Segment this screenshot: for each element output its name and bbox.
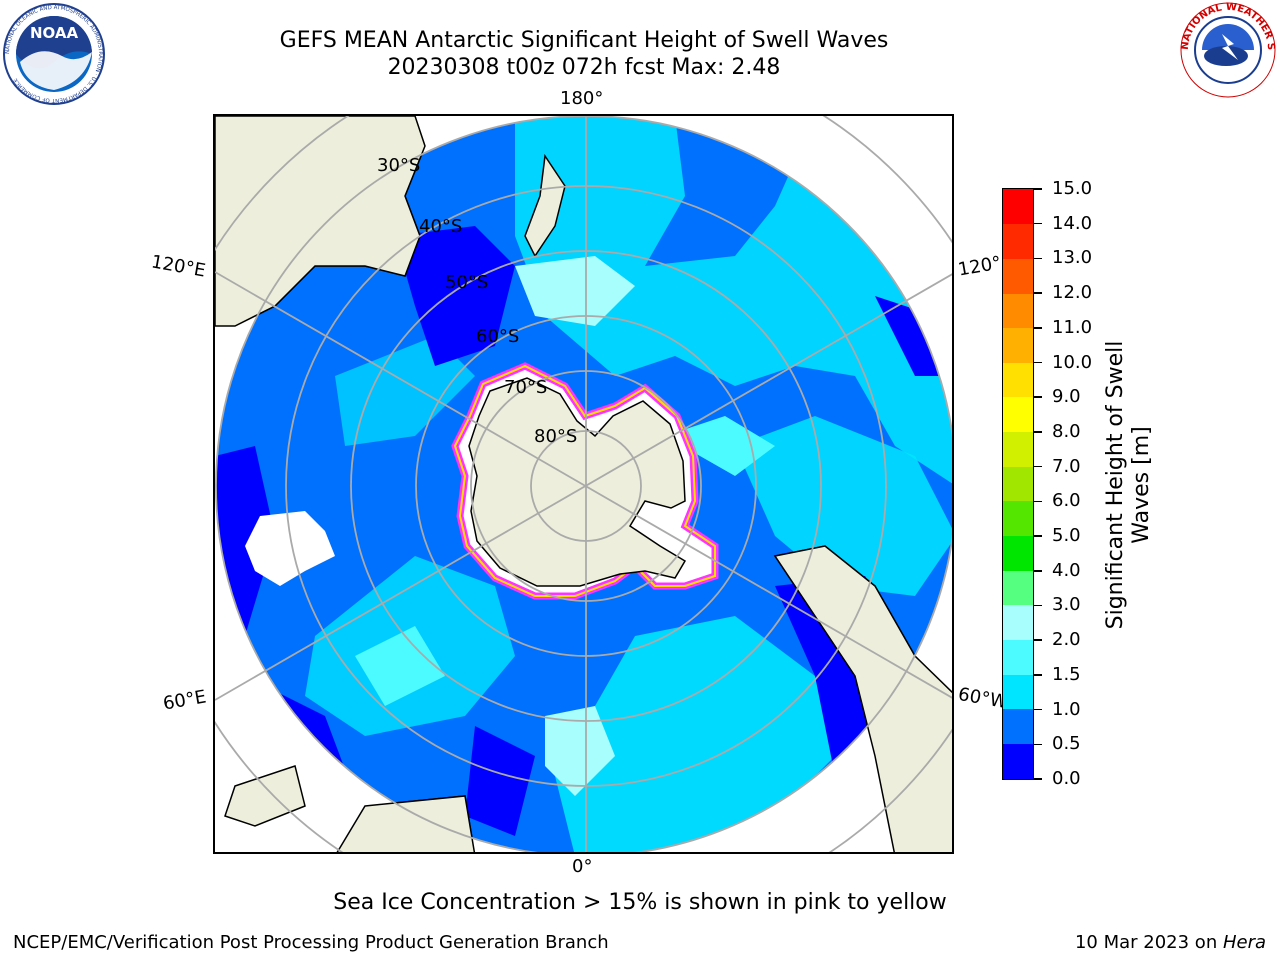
noaa-logo: NOAA NATIONAL OCEANIC AND ATMOSPHERIC AD… bbox=[3, 3, 105, 105]
colorbar-tick bbox=[1034, 535, 1042, 537]
lon-label-lower-left: 60°E bbox=[161, 686, 208, 715]
colorbar-segment bbox=[1003, 500, 1033, 537]
colorbar-tick bbox=[1034, 327, 1042, 329]
map-panel: 30°S 40°S 50°S 60°S 70°S 80°S bbox=[213, 114, 954, 854]
lon-label-upper-right: 120° bbox=[956, 252, 1003, 281]
latitude-labels: 30°S 40°S 50°S 60°S 70°S 80°S bbox=[377, 155, 577, 447]
colorbar-tick-label: 7.0 bbox=[1052, 455, 1081, 477]
credit-date-text: 10 Mar 2023 on bbox=[1074, 932, 1223, 953]
colorbar-tick-label: 2.0 bbox=[1052, 629, 1081, 651]
colorbar-tick-label: 4.0 bbox=[1052, 559, 1081, 581]
colorbar-tick bbox=[1034, 639, 1042, 641]
lat-label-40s: 40°S bbox=[419, 216, 462, 237]
colorbar-tick bbox=[1034, 570, 1042, 572]
graticule bbox=[215, 116, 952, 852]
colorbar-tick bbox=[1034, 778, 1042, 780]
lat-label-70s: 70°S bbox=[504, 377, 547, 398]
noaa-logo-text: NOAA bbox=[30, 24, 79, 42]
colorbar-tick bbox=[1034, 222, 1042, 225]
colorbar-tick bbox=[1034, 361, 1042, 364]
colorbar-label: Significant Height of Swell Waves [m] bbox=[1103, 340, 1154, 630]
colorbar-tick bbox=[1034, 257, 1042, 260]
colorbar-tick-label: 15.0 bbox=[1052, 178, 1093, 199]
colorbar-segment bbox=[1003, 604, 1033, 640]
colorbar bbox=[1002, 188, 1034, 780]
colorbar-tick-label: 12.0 bbox=[1052, 282, 1093, 304]
colorbar-segment bbox=[1003, 292, 1033, 329]
colorbar-tick bbox=[1034, 708, 1042, 711]
colorbar-tick-label: 0.5 bbox=[1052, 733, 1081, 755]
colorbar-tick-label: 11.0 bbox=[1052, 316, 1093, 338]
colorbar-tick-label: 5.0 bbox=[1052, 525, 1081, 547]
sea-ice-footnote: Sea Ice Concentration > 15% is shown in … bbox=[333, 890, 947, 915]
colorbar-tick bbox=[1034, 396, 1042, 398]
lon-label-upper-left: 120°E bbox=[149, 251, 208, 282]
colorbar-tick bbox=[1034, 431, 1042, 433]
credit-date: 10 Mar 2023 on Hera bbox=[1075, 932, 1266, 953]
lon-label-top: 180° bbox=[560, 88, 604, 109]
colorbar-tick bbox=[1034, 292, 1042, 294]
colorbar-tick bbox=[1034, 465, 1042, 468]
map-title: GEFS MEAN Antarctic Significant Height o… bbox=[279, 28, 889, 53]
colorbar-tick-label: 0.0 bbox=[1052, 768, 1081, 789]
colorbar-segment bbox=[1003, 431, 1033, 467]
colorbar-tick-label: 9.0 bbox=[1052, 386, 1081, 408]
colorbar-segment bbox=[1003, 674, 1033, 710]
map-subtitle: 20230308 t00z 072h fcst Max: 2.48 bbox=[387, 55, 781, 80]
colorbar-tick bbox=[1034, 743, 1042, 746]
colorbar-tick-label: 1.5 bbox=[1052, 663, 1081, 685]
colorbar-segment bbox=[1003, 258, 1033, 294]
polar-map: 30°S 40°S 50°S 60°S 70°S 80°S bbox=[215, 116, 952, 852]
lat-label-30s: 30°S bbox=[377, 155, 420, 176]
colorbar-segment bbox=[1003, 327, 1033, 363]
colorbar-segment bbox=[1003, 743, 1033, 779]
colorbar-segment bbox=[1003, 708, 1033, 744]
colorbar-tick-label: 1.0 bbox=[1052, 698, 1081, 720]
credit-host: Hera bbox=[1222, 932, 1266, 953]
nws-logo: NATIONAL WEATHER SERVICE bbox=[1176, 0, 1276, 98]
colorbar-segment bbox=[1003, 466, 1033, 502]
colorbar-tick-label: 8.0 bbox=[1052, 420, 1081, 442]
colorbar-segment bbox=[1003, 189, 1033, 225]
colorbar-tick bbox=[1034, 500, 1042, 503]
colorbar-tick-label: 3.0 bbox=[1052, 594, 1081, 616]
colorbar-tick-label: 14.0 bbox=[1052, 212, 1093, 234]
colorbar-segment bbox=[1003, 396, 1033, 433]
colorbar-segment bbox=[1003, 535, 1033, 571]
lat-label-60s: 60°S bbox=[476, 326, 519, 347]
lat-label-50s: 50°S bbox=[445, 272, 488, 293]
colorbar-segment bbox=[1003, 639, 1033, 675]
colorbar-tick bbox=[1034, 674, 1042, 676]
colorbar-tick-label: 6.0 bbox=[1052, 490, 1081, 512]
lat-label-80s: 80°S bbox=[534, 426, 577, 447]
colorbar-segment bbox=[1003, 223, 1033, 259]
colorbar-segment bbox=[1003, 570, 1033, 606]
credit-branch: NCEP/EMC/Verification Post Processing Pr… bbox=[13, 932, 609, 953]
colorbar-tick-label: 10.0 bbox=[1052, 351, 1093, 373]
colorbar-tick bbox=[1034, 604, 1042, 607]
colorbar-tick bbox=[1034, 188, 1042, 190]
lon-label-bottom: 0° bbox=[572, 856, 593, 877]
colorbar-tick-label: 13.0 bbox=[1052, 247, 1093, 269]
colorbar-segment bbox=[1003, 362, 1033, 398]
